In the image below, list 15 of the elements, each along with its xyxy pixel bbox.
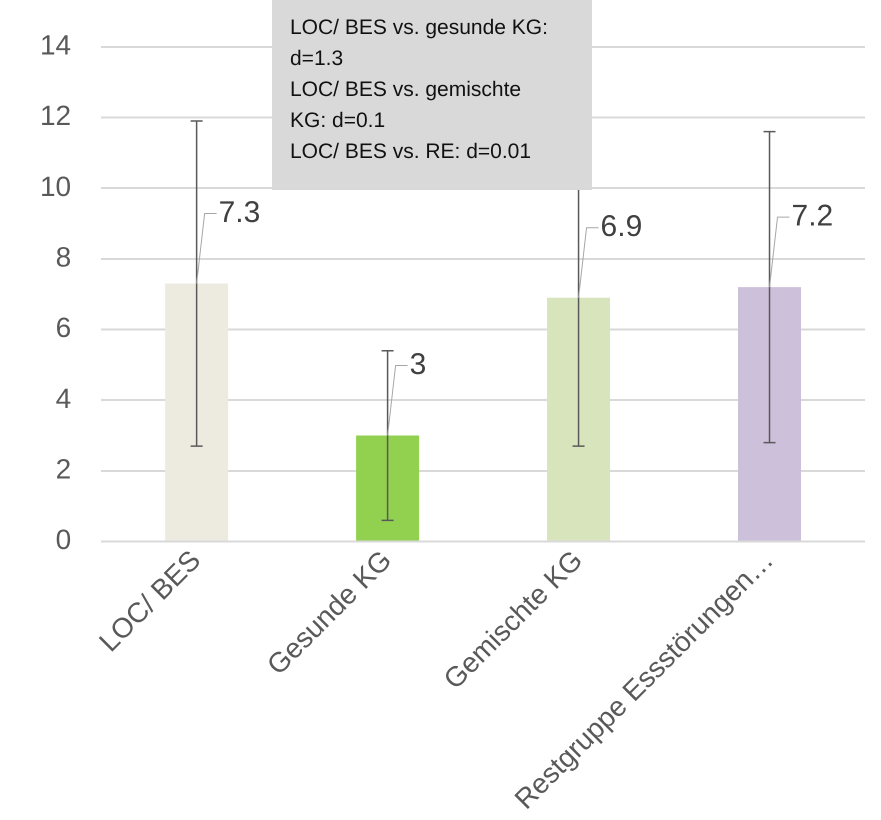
y-tick-label: 10 — [40, 170, 72, 202]
y-tick-label: 14 — [40, 30, 72, 61]
data-label: 7.2 — [792, 199, 834, 232]
y-tick-label: 4 — [56, 382, 72, 414]
annotation: LOC/ BES vs. gemischte KG: d=0.1 — [290, 77, 522, 134]
data-label: 6.9 — [600, 210, 642, 243]
data-label: 3 — [410, 348, 426, 381]
y-tick-label: 0 — [56, 524, 72, 556]
y-tick-label: 6 — [56, 312, 72, 344]
y-tick-label: 2 — [56, 454, 72, 485]
y-tick-label: 8 — [56, 242, 72, 273]
y-tick-label: 12 — [40, 100, 72, 132]
data-label: 7.3 — [218, 196, 260, 229]
annotation: LOC/ BES vs. RE: d=0.01 — [290, 139, 532, 165]
annotation: LOC/ BES vs. gesunde KG: d=1.3 — [290, 15, 549, 72]
